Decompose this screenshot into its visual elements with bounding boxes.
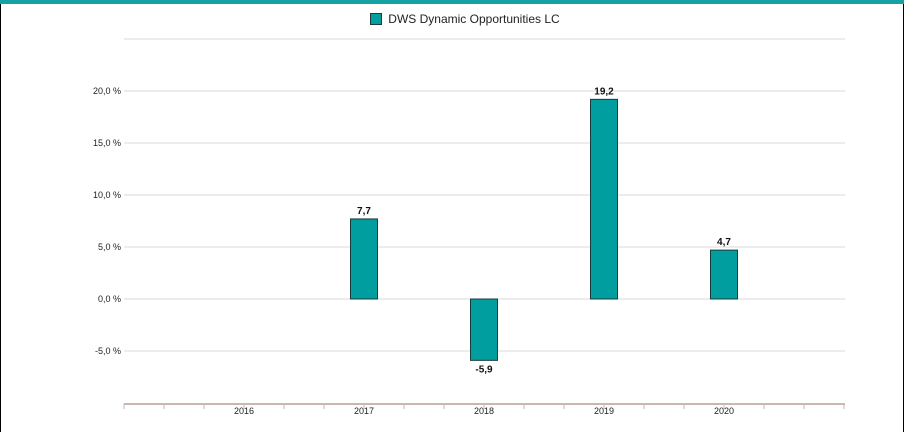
data-label: 7,7 <box>357 206 371 217</box>
x-tick-label: 2016 <box>234 406 254 416</box>
bar <box>470 298 498 361</box>
legend-label: DWS Dynamic Opportunities LC <box>388 12 560 26</box>
data-label: 19,2 <box>594 86 614 97</box>
data-label: -5,9 <box>475 364 493 375</box>
legend-swatch <box>370 13 383 25</box>
x-tick-label: 2019 <box>594 406 614 416</box>
x-tick-label: 2017 <box>354 406 374 416</box>
bar <box>590 98 618 300</box>
x-tick-label: 2018 <box>474 406 494 416</box>
data-label: 4,7 <box>717 237 731 248</box>
top-accent-line <box>0 0 904 4</box>
y-tick-label: -5,0 % <box>95 346 121 356</box>
chart-legend: DWS Dynamic Opportunities LC <box>0 12 904 26</box>
y-tick-label: 0,0 % <box>98 294 121 304</box>
bar <box>710 249 738 300</box>
y-tick-label: 15,0 % <box>93 138 121 148</box>
y-tick-label: 5,0 % <box>98 242 121 252</box>
x-tick-label: 2020 <box>714 406 734 416</box>
y-tick-label: 10,0 % <box>93 190 121 200</box>
bar <box>350 218 378 300</box>
left-border <box>0 4 1 432</box>
y-tick-label: 20,0 % <box>93 86 121 96</box>
